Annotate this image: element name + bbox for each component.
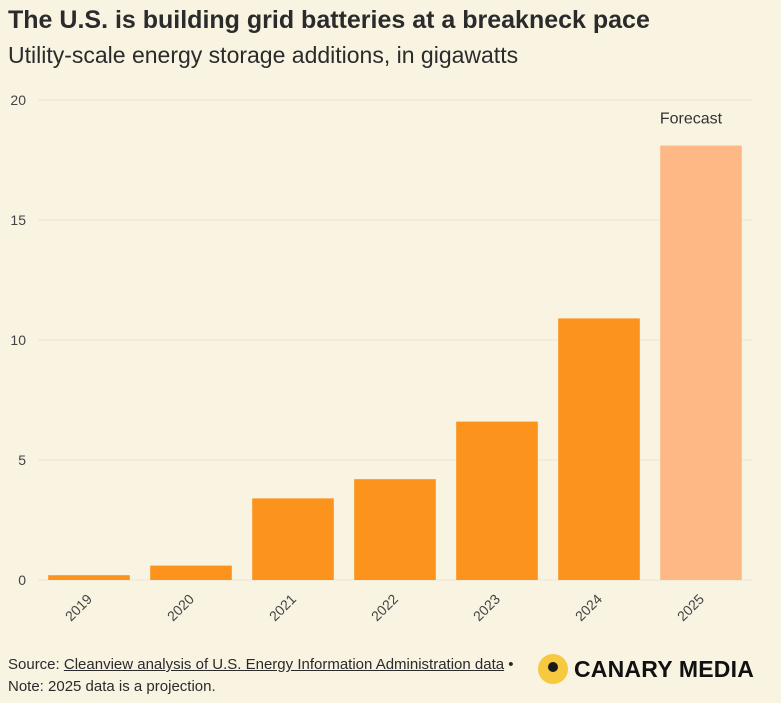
- y-tick-label: 5: [18, 452, 26, 468]
- source-note: Source: Cleanview analysis of U.S. Energ…: [8, 654, 528, 698]
- logo-text: CANARY MEDIA: [574, 655, 755, 682]
- bar-2022: [354, 479, 436, 580]
- x-tick-label: 2022: [368, 591, 401, 624]
- source-prefix: Source:: [8, 656, 64, 673]
- chart-title: The U.S. is building grid batteries at a…: [8, 6, 650, 34]
- bar-2025: [660, 145, 742, 580]
- x-tick-label: 2020: [164, 591, 197, 624]
- source-link[interactable]: Cleanview analysis of U.S. Energy Inform…: [63, 656, 505, 673]
- x-tick-label: 2019: [62, 591, 95, 624]
- bar-2019: [48, 575, 130, 580]
- canary-media-logo: CANARY MEDIA: [538, 654, 754, 684]
- chart-subtitle: Utility-scale energy storage additions, …: [8, 42, 519, 68]
- forecast-annotation: Forecast: [660, 111, 723, 128]
- bar-2024: [558, 318, 640, 580]
- canary-logo-icon: [538, 654, 568, 684]
- bar-2021: [252, 498, 334, 580]
- y-tick-label: 15: [10, 212, 26, 228]
- projection-note: • Note: 2025 data is a projection.: [8, 656, 514, 695]
- x-tick-label: 2021: [266, 591, 299, 624]
- bar-2020: [150, 565, 232, 580]
- y-tick-label: 0: [18, 572, 26, 588]
- x-tick-label: 2023: [470, 591, 503, 624]
- bar-chart: 0 5 10 15 20 2019 2020 2021 2022 2023 2024 2025 Fore…: [10, 92, 752, 624]
- y-tick-label: 10: [10, 332, 26, 348]
- bar-2023: [456, 421, 538, 580]
- x-tick-label: 2024: [572, 591, 605, 624]
- y-tick-label: 20: [10, 92, 26, 108]
- x-tick-label: 2025: [674, 591, 707, 624]
